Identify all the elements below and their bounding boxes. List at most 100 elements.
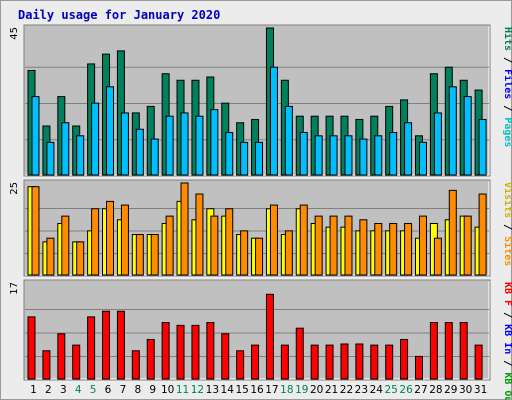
bar-kbytes-day-9 <box>146 338 155 380</box>
legend-entry: / <box>502 218 512 236</box>
x-tick-label: 8 <box>134 384 141 396</box>
bar-sites-day-5 <box>91 208 100 276</box>
bar-sites-day-7 <box>120 204 129 276</box>
bar-kbytes-day-19 <box>295 327 304 380</box>
legend-entry: / <box>502 99 512 117</box>
x-tick-label: 11 <box>176 384 189 396</box>
legend: KB F / KB In / KB Out <box>502 282 512 400</box>
bar-kbytes-day-27 <box>414 355 423 380</box>
x-tick-label: 10 <box>161 384 174 396</box>
bar-sites-day-28 <box>433 237 442 276</box>
bar-kbytes-day-15 <box>236 350 245 380</box>
bar-sites-day-8 <box>135 234 144 276</box>
bar-files-day-8 <box>135 128 144 176</box>
bar-kbytes-day-11 <box>176 324 185 380</box>
legend-entry: KB Out <box>502 372 512 400</box>
bar-sites-day-17 <box>269 204 278 276</box>
legend-entry: / <box>502 51 512 69</box>
x-tick-label: 17 <box>265 384 278 396</box>
bar-sites-day-25 <box>389 222 398 276</box>
bar-files-day-3 <box>61 122 70 176</box>
bar-files-day-14 <box>225 132 234 176</box>
hits-files-pages-panel: 45 Hits / Files / Pages <box>9 24 512 177</box>
x-tick-label: 16 <box>250 384 264 396</box>
legend-entry: Hits <box>502 27 512 51</box>
bar-kbytes-day-18 <box>280 344 289 380</box>
bar-files-day-26 <box>404 122 413 176</box>
bar-sites-day-15 <box>240 230 249 276</box>
bar-files-day-5 <box>91 102 100 176</box>
bar-kbytes-day-10 <box>161 322 170 380</box>
x-tick-label: 7 <box>120 384 127 396</box>
bar-files-day-25 <box>389 132 398 176</box>
ymax-label: 25 <box>9 182 20 195</box>
bar-kbytes-day-29 <box>444 322 453 380</box>
bar-sites-day-26 <box>404 222 413 276</box>
bar-files-day-9 <box>150 138 159 176</box>
bar-kbytes-day-22 <box>340 343 349 380</box>
legend-entry: Visits <box>502 182 512 218</box>
bar-files-day-11 <box>180 112 189 176</box>
x-tick-label: 23 <box>355 384 368 396</box>
legend-entry: KB In <box>502 324 512 354</box>
bar-files-day-31 <box>478 118 487 176</box>
legend-entry: Pages <box>502 117 512 147</box>
legend: Hits / Files / Pages <box>502 27 512 147</box>
bar-files-day-12 <box>195 115 204 176</box>
bar-kbytes-day-17 <box>265 293 274 380</box>
bar-files-day-30 <box>463 96 472 176</box>
x-tick-label: 15 <box>235 384 248 396</box>
x-tick-label: 3 <box>60 384 67 396</box>
bar-sites-day-21 <box>329 215 338 276</box>
bar-kbytes-day-3 <box>57 333 66 380</box>
bar-kbytes-day-7 <box>116 310 125 380</box>
x-tick-label: 4 <box>75 384 82 396</box>
bar-files-day-17 <box>269 66 278 176</box>
bar-sites-day-30 <box>463 215 472 276</box>
bar-files-day-16 <box>255 141 264 176</box>
bar-kbytes-day-16 <box>251 344 260 380</box>
bar-files-day-23 <box>359 138 368 176</box>
bar-kbytes-day-6 <box>102 310 111 380</box>
bar-kbytes-day-1 <box>27 316 36 380</box>
bar-kbytes-day-14 <box>221 333 230 380</box>
bar-files-day-19 <box>299 132 308 176</box>
chart-title: Daily usage for January 2020 <box>18 8 220 22</box>
bar-sites-day-4 <box>76 241 85 276</box>
legend-entry: Sites <box>502 236 512 266</box>
bar-sites-day-18 <box>284 230 293 276</box>
x-tick-label: 24 <box>370 384 384 396</box>
x-tick-label: 2 <box>45 384 52 396</box>
x-tick-label: 13 <box>206 384 219 396</box>
bar-files-day-7 <box>120 112 129 176</box>
bar-kbytes-day-4 <box>72 344 81 380</box>
bar-sites-day-20 <box>314 215 323 276</box>
x-tick-label: 14 <box>221 384 235 396</box>
x-tick-label: 30 <box>459 384 472 396</box>
bar-kbytes-day-5 <box>87 316 96 380</box>
x-tick-label: 22 <box>340 384 353 396</box>
x-tick-label: 20 <box>310 384 323 396</box>
x-tick-label: 18 <box>280 384 293 396</box>
x-tick-label: 19 <box>295 384 308 396</box>
bar-sites-day-9 <box>150 234 159 276</box>
bar-files-day-24 <box>374 135 383 176</box>
kbytes-panel: 17 KB F / KB In / KB Out <box>9 279 512 400</box>
bar-kbytes-day-28 <box>429 322 438 380</box>
bar-kbytes-day-26 <box>400 338 409 380</box>
bar-sites-day-1 <box>31 186 40 276</box>
bar-sites-day-31 <box>478 193 487 276</box>
x-tick-label: 28 <box>429 384 442 396</box>
bar-files-day-27 <box>418 141 427 176</box>
legend-entry: / <box>502 354 512 372</box>
bar-kbytes-day-25 <box>385 344 394 380</box>
x-tick-label: 27 <box>414 384 427 396</box>
bar-files-day-4 <box>76 135 85 176</box>
bar-kbytes-day-31 <box>474 344 483 380</box>
bar-sites-day-22 <box>344 215 353 276</box>
x-tick-label: 31 <box>474 384 487 396</box>
x-tick-label: 6 <box>105 384 112 396</box>
legend: Visits / Sites <box>502 182 512 266</box>
bar-kbytes-day-30 <box>459 322 468 380</box>
